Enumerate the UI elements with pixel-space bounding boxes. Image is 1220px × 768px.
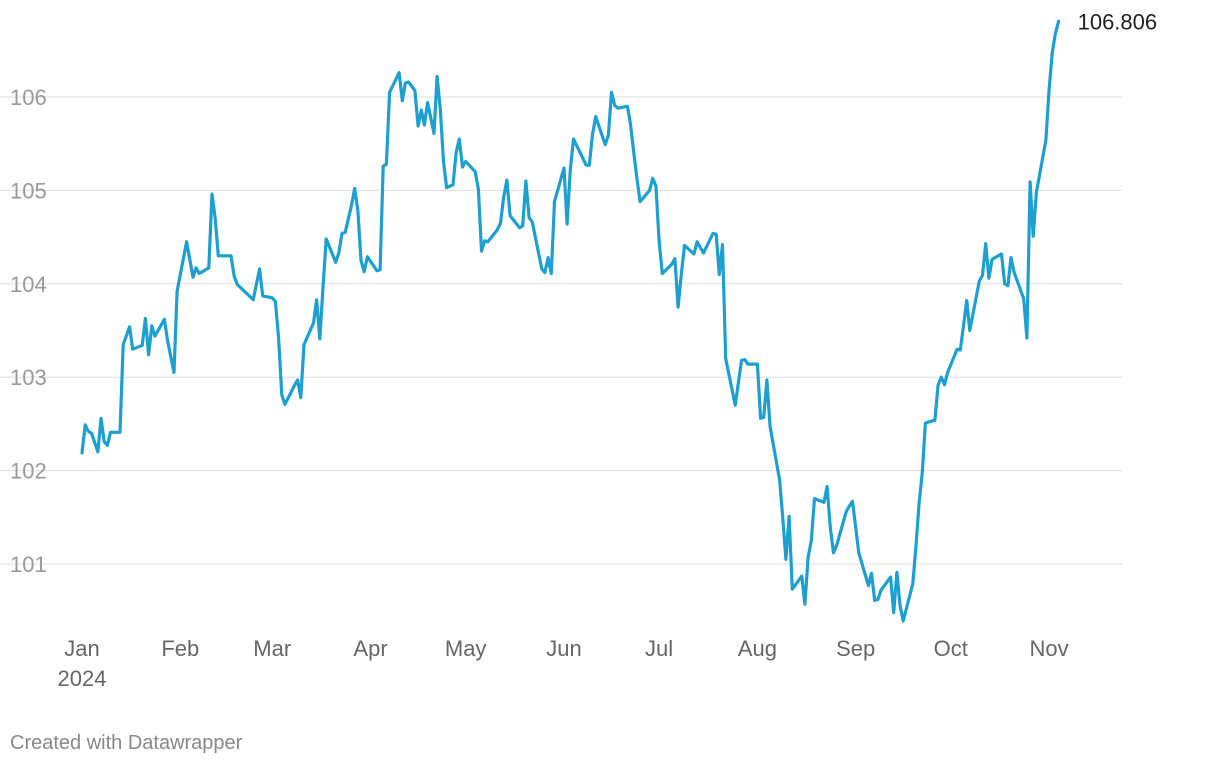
y-tick-label: 102 xyxy=(10,459,47,484)
y-tick-label: 106 xyxy=(10,85,47,110)
x-tick-label: Jun xyxy=(546,636,581,661)
gridlines xyxy=(0,96,1122,565)
y-tick-label: 101 xyxy=(10,552,47,577)
end-label-layer: 106.806 xyxy=(1078,9,1158,34)
x-tick-label: Aug xyxy=(738,636,777,661)
x-tick-label: May xyxy=(445,636,487,661)
y-tick-label: 105 xyxy=(10,178,47,203)
x-tick-label: Jul xyxy=(645,636,673,661)
y-tick-label: 103 xyxy=(10,365,47,390)
series-layer xyxy=(80,19,1061,623)
credit-text: Created with Datawrapper xyxy=(10,732,243,754)
x-tick-label: Nov xyxy=(1030,636,1069,661)
x-tick-label: Jan xyxy=(64,636,99,661)
x-axis-ticks: Jan 2024 Feb Mar Apr May Jun Jul Aug Sep Oct Nov xyxy=(58,636,1069,691)
x-tick-label: Oct xyxy=(934,636,968,661)
end-value-label: 106.806 xyxy=(1078,9,1158,34)
x-tick-label: Feb xyxy=(161,636,199,661)
y-axis-ticks: 101 102 103 104 105 106 xyxy=(10,85,47,577)
x-tick-label: Apr xyxy=(353,636,387,661)
series-line xyxy=(80,19,1061,623)
x-tick-label: Mar xyxy=(253,636,291,661)
y-tick-label: 104 xyxy=(10,272,47,297)
x-tick-label: Sep xyxy=(836,636,875,661)
x-tick-sublabel: 2024 xyxy=(58,666,107,691)
